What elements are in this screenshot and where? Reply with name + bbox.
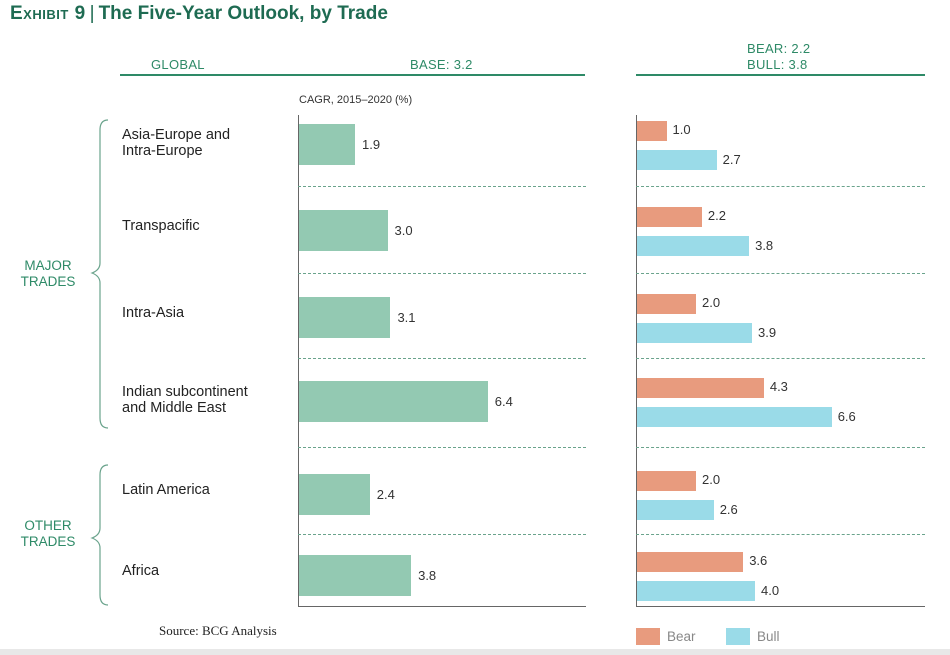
bear-bar-africa — [637, 552, 744, 572]
header-rule-right — [636, 74, 925, 76]
row-separator — [298, 186, 586, 187]
bull-bar-africa — [637, 581, 755, 601]
bear-bar-intra-asia — [637, 294, 696, 314]
scenario-panel-baseline — [636, 606, 925, 607]
base-value-transpacific: 3.0 — [394, 223, 413, 238]
row-separator — [636, 447, 925, 448]
row-separator — [636, 534, 925, 535]
bear-value-latin-america: 2.0 — [702, 472, 721, 487]
bull-value-africa: 4.0 — [761, 583, 780, 598]
trade-label-intra-asia: Intra-Asia — [122, 305, 185, 321]
bull-value-asia-europe-and-intra-europe: 2.7 — [722, 152, 741, 167]
header-rule-left — [120, 74, 585, 76]
legend-label-bull: Bull — [757, 629, 780, 644]
exhibit-title: Exhibit 9 | The Five-Year Outlook, by Trad… — [10, 3, 388, 25]
trade-label-africa: Africa — [122, 563, 160, 579]
trade-label-latin-america: Latin America — [122, 482, 210, 498]
bull-bar-asia-europe-and-intra-europe — [637, 150, 717, 170]
trade-label-indian-subcontinent: Indian subcontinent and Middle East — [122, 384, 248, 416]
row-separator — [636, 273, 925, 274]
bear-value-intra-asia: 2.0 — [702, 295, 721, 310]
bear-bar-transpacific — [637, 207, 702, 227]
row-separator — [298, 447, 586, 448]
bear-value-transpacific: 2.2 — [707, 208, 726, 223]
base-panel-baseline — [298, 606, 586, 607]
base-bar-latin-america — [299, 474, 370, 515]
axis-title: CAGR, 2015–2020 (%) — [299, 94, 413, 106]
bull-bar-intra-asia — [637, 323, 753, 343]
bear-bar-latin-america — [637, 471, 696, 491]
group-label-other-trades: OTHER TRADES — [20, 518, 76, 549]
base-value-indian-subcontinent-and-middle-east: 6.4 — [494, 394, 513, 409]
bear-bar-indian-subcontinent-and-middle-east — [637, 378, 764, 398]
major-trades-brace — [90, 119, 109, 429]
trade-label-transpacific: Transpacific — [122, 218, 200, 234]
base-value-intra-asia: 3.1 — [397, 310, 416, 325]
source-note: Source: BCG Analysis — [159, 623, 277, 638]
bull-value-intra-asia: 3.9 — [758, 325, 777, 340]
base-panel-axis — [298, 115, 299, 607]
page-footer-strip — [0, 649, 950, 655]
trade-label-asia-europe: Asia-Europe and Intra-Europe — [122, 127, 231, 159]
base-bar-indian-subcontinent-and-middle-east — [299, 381, 488, 422]
bull-bar-transpacific — [637, 236, 750, 256]
row-separator — [636, 358, 925, 359]
bear-value-asia-europe-and-intra-europe: 1.0 — [672, 122, 691, 137]
legend-swatch-bear — [636, 628, 660, 645]
other-trades-brace — [90, 464, 109, 606]
bull-label: BULL: 3.8 — [747, 57, 808, 72]
group-braces — [90, 119, 109, 606]
base-bar-africa — [299, 555, 412, 596]
row-separator — [636, 186, 925, 187]
base-value-africa: 3.8 — [418, 568, 437, 583]
row-separator — [298, 358, 586, 359]
scenario-panel-axis — [636, 115, 637, 607]
title-separator: | — [89, 3, 95, 24]
title-text: The Five-Year Outlook, by Trade — [98, 3, 388, 24]
base-bar-intra-asia — [299, 297, 391, 338]
base-bar-transpacific — [299, 210, 388, 251]
bear-value-indian-subcontinent-and-middle-east: 4.3 — [769, 379, 788, 394]
bull-bar-latin-america — [637, 500, 714, 520]
bear-label: BEAR: 2.2 — [747, 41, 811, 56]
row-separator — [298, 273, 586, 274]
bull-bar-indian-subcontinent-and-middle-east — [637, 407, 832, 427]
base-value-asia-europe-and-intra-europe: 1.9 — [362, 137, 381, 152]
global-label: GLOBAL — [151, 57, 205, 72]
base-label: BASE: 3.2 — [410, 57, 473, 72]
bull-value-transpacific: 3.8 — [755, 238, 774, 253]
legend-swatch-bull — [726, 628, 750, 645]
group-label-major-trades: MAJOR TRADES — [20, 258, 76, 289]
bear-value-africa: 3.6 — [749, 553, 768, 568]
bear-bar-asia-europe-and-intra-europe — [637, 121, 667, 141]
base-bar-asia-europe-and-intra-europe — [299, 124, 356, 165]
base-value-latin-america: 2.4 — [376, 487, 395, 502]
bull-value-indian-subcontinent-and-middle-east: 6.6 — [837, 409, 856, 424]
bull-value-latin-america: 2.6 — [719, 502, 738, 517]
exhibit-number: Exhibit 9 — [10, 3, 86, 24]
legend-label-bear: Bear — [667, 629, 696, 644]
row-separator — [298, 534, 586, 535]
